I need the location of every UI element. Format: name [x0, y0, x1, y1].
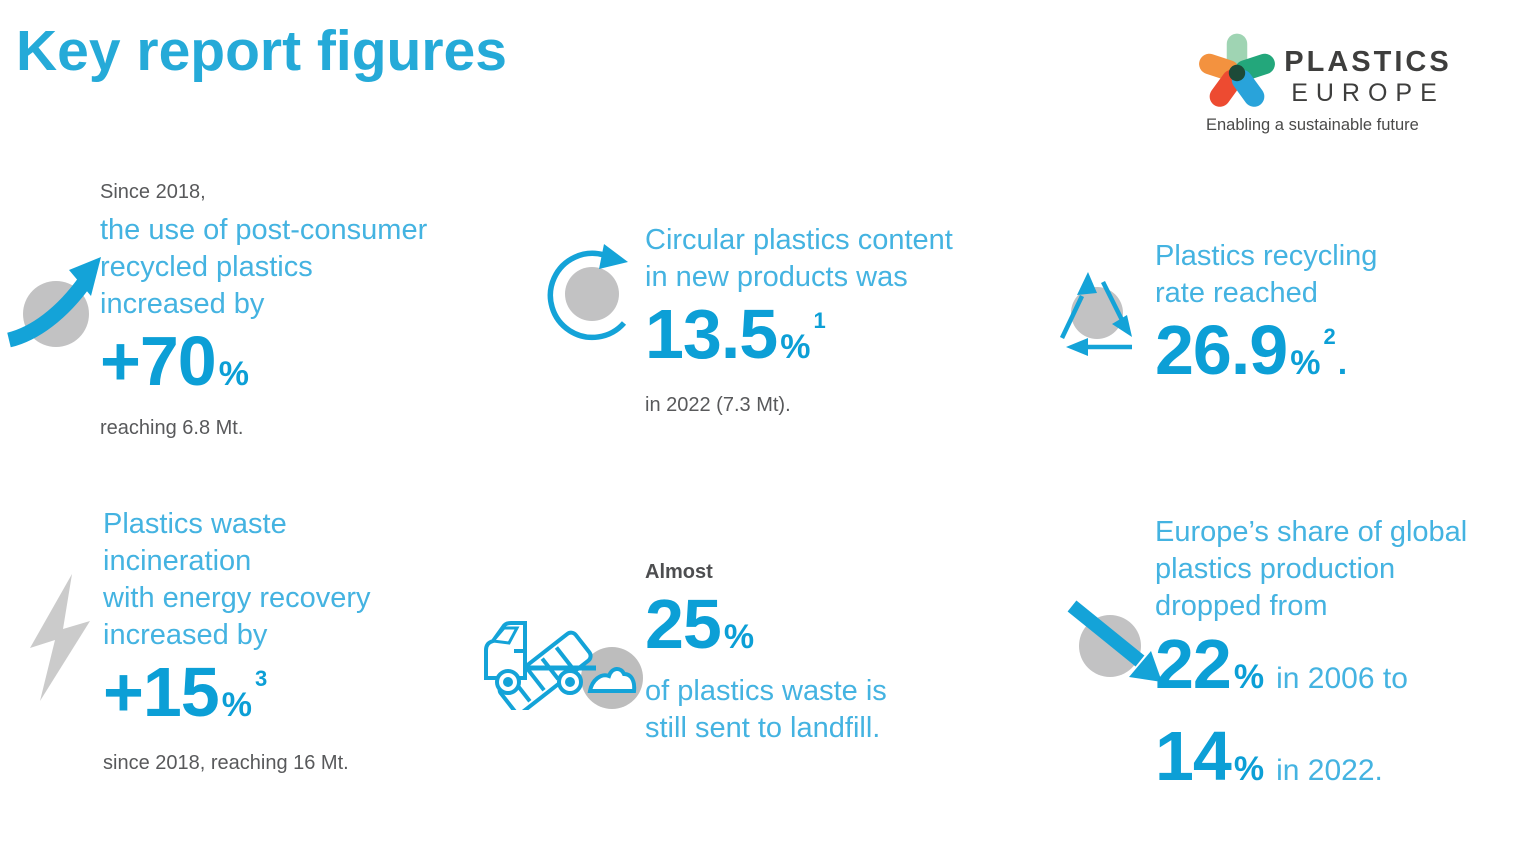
- percent-sign: %: [221, 686, 252, 724]
- stat-text-line: rate reached: [1155, 277, 1318, 309]
- stat-value-context: in 2006 to: [1276, 662, 1408, 695]
- stat-prefix: Almost: [645, 561, 713, 583]
- logo-tagline: Enabling a sustainable future: [1206, 116, 1419, 134]
- stat-incineration-energy-recovery: Plastics waste incineration with energy …: [28, 506, 508, 774]
- stat-value: 26.9%2.: [1155, 311, 1348, 389]
- logo-wordmark-line2: EUROPE: [1291, 79, 1445, 107]
- stat-value-2022: 14% in 2022.: [1155, 717, 1383, 795]
- stat-value-2006: 22% in 2006 to: [1155, 625, 1408, 703]
- percent-sign: %: [1233, 658, 1265, 696]
- percent-sign: %: [1233, 750, 1265, 788]
- stat-circular-plastics-content: Circular plastics content in new product…: [542, 220, 1022, 420]
- stat-suffix: reaching 6.8 Mt.: [100, 417, 244, 439]
- stat-text-line: dropped from: [1155, 590, 1328, 622]
- stat-recycled-plastics-use: Since 2018, the use of post-consumer rec…: [6, 180, 526, 439]
- stat-text-line: with energy recovery: [103, 582, 371, 614]
- circular-arrow-icon: [542, 244, 642, 344]
- stat-text-line: Circular plastics content: [645, 224, 953, 256]
- stat-text-line: recycled plastics: [100, 251, 313, 283]
- trend-down-arrow-icon: [1066, 598, 1170, 696]
- percent-sign: %: [1290, 344, 1321, 382]
- stat-text-line: Plastics recycling: [1155, 240, 1378, 272]
- period: .: [1337, 344, 1348, 382]
- trend-up-arrow-icon: [6, 250, 102, 354]
- plastics-europe-star-icon: [1196, 32, 1278, 114]
- stat-value-context: in 2022.: [1276, 754, 1383, 787]
- logo-wordmark: PLASTICS EUROPE: [1282, 46, 1454, 108]
- stat-text-line: Europe’s share of global: [1155, 516, 1468, 548]
- stat-text-line: in new products was: [645, 261, 908, 293]
- percent-sign: %: [218, 355, 249, 393]
- footnote-superscript: 1: [813, 308, 826, 333]
- recycling-triangle-icon: [1050, 266, 1146, 358]
- page-title: Key report figures: [16, 19, 507, 83]
- stat-text-line: incineration: [103, 545, 252, 577]
- stat-text-line: of plastics waste is: [645, 675, 887, 707]
- stat-suffix: since 2018, reaching 16 Mt.: [103, 752, 349, 774]
- logo-wordmark-line1: PLASTICS: [1284, 46, 1452, 78]
- stat-text-line: increased by: [103, 619, 268, 651]
- stat-text-line: still sent to landfill.: [645, 712, 881, 744]
- stat-suffix: in 2022 (7.3 Mt).: [645, 394, 791, 416]
- footnote-superscript: 3: [254, 666, 268, 691]
- percent-sign: %: [780, 328, 811, 366]
- percent-sign: %: [723, 618, 755, 656]
- stat-landfill-share: Almost 25% of plastics waste is still se…: [478, 558, 998, 768]
- stat-value: 25%: [645, 585, 755, 663]
- dump-truck-icon: [478, 588, 646, 710]
- stat-text-line: Plastics waste: [103, 508, 287, 540]
- lightning-bolt-icon: [28, 574, 92, 702]
- footnote-superscript: 2: [1323, 324, 1336, 349]
- stat-recycling-rate: Plastics recycling rate reached 26.9%2.: [1050, 236, 1530, 406]
- stat-value: +70%: [100, 322, 249, 400]
- stat-europe-production-share: Europe’s share of global plastics produc…: [1066, 512, 1536, 794]
- stat-text-line: the use of post-consumer: [100, 214, 428, 246]
- stat-value: 13.5%1: [645, 295, 826, 373]
- stat-value: +15%3: [103, 653, 268, 731]
- stat-text-line: plastics production: [1155, 553, 1396, 585]
- stat-prefix: Since 2018,: [100, 181, 206, 203]
- stat-text-line: increased by: [100, 288, 265, 320]
